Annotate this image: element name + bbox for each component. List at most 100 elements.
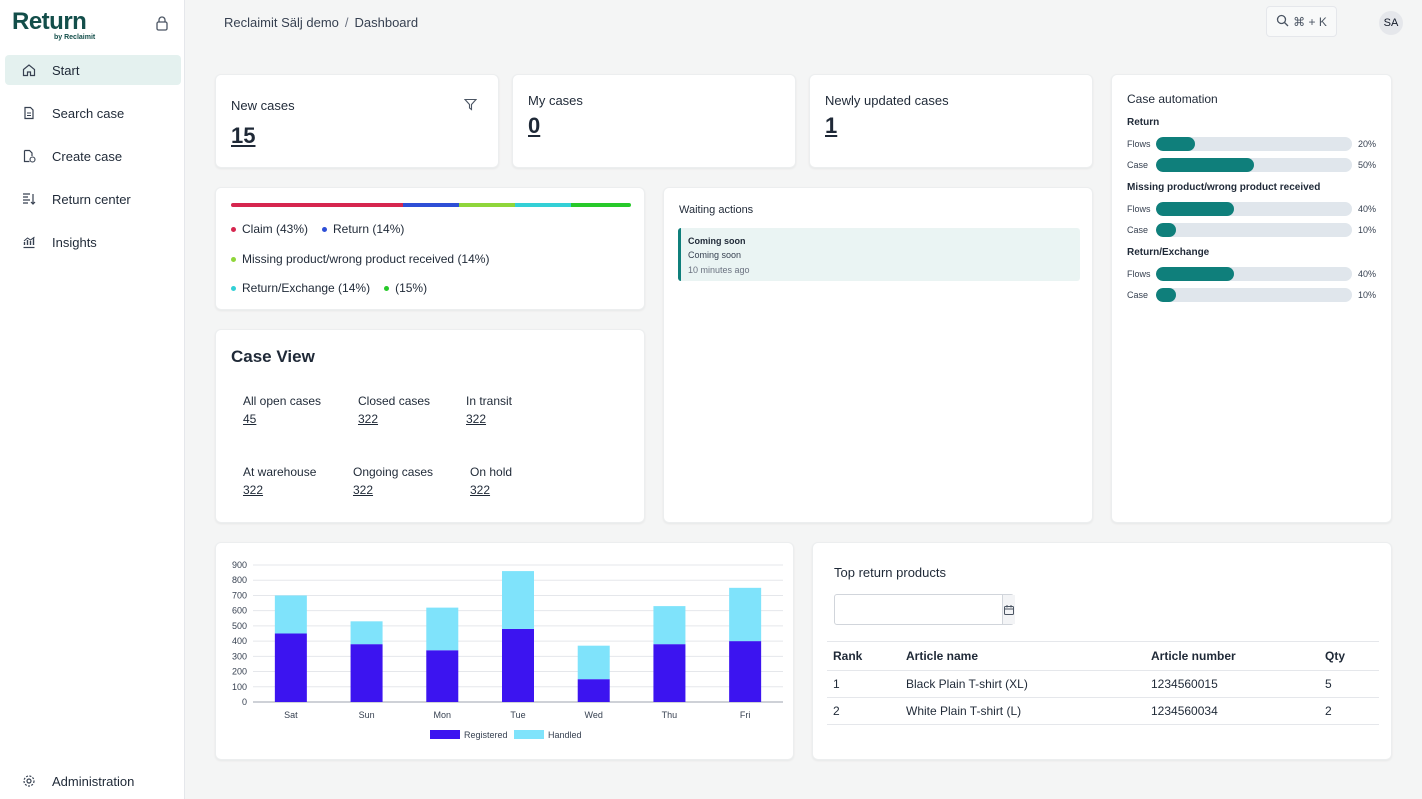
legend-dot: [322, 226, 328, 232]
stat-value[interactable]: 322: [353, 483, 374, 497]
cell-rank: 1: [827, 670, 900, 698]
automation-progress-fill: [1156, 288, 1176, 302]
legend-label: Return/Exchange (14%): [242, 281, 371, 295]
y-tick-label: 0: [242, 697, 247, 707]
my-cases-value[interactable]: 0: [528, 113, 541, 138]
legend-dot: [384, 285, 390, 291]
cell-rank: 2: [827, 697, 900, 725]
stat-label: At warehouse: [243, 465, 317, 479]
stat-in-transit[interactable]: In transit 322: [466, 394, 512, 426]
logo[interactable]: Return by Reclaimit: [12, 10, 112, 44]
avatar[interactable]: SA: [1379, 11, 1403, 35]
sidebar-item-start[interactable]: Start: [5, 55, 181, 85]
y-tick-label: 600: [232, 606, 247, 616]
breadcrumb-separator: /: [344, 15, 349, 30]
bar-handled-sat: [274, 595, 307, 634]
breadcrumb-root[interactable]: Reclaimit Sälj demo: [224, 15, 339, 30]
chart-icon: [22, 235, 36, 249]
sidebar-item-label: Start: [52, 62, 80, 78]
sidebar-item-label: Administration: [52, 773, 135, 789]
waiting-actions-card: Waiting actions Coming soon Coming soon …: [663, 187, 1093, 523]
bar-registered-sat: [274, 633, 307, 702]
automation-row-label: Case: [1127, 225, 1149, 235]
stat-value[interactable]: 45: [243, 412, 257, 426]
distribution-legend-row: Missing product/wrong product received (…: [231, 252, 489, 266]
stat-label: Ongoing cases: [353, 465, 434, 479]
automation-progress: [1156, 202, 1352, 216]
bar-handled-tue: [502, 571, 534, 629]
stat-value[interactable]: 322: [470, 483, 491, 497]
stat-closed[interactable]: Closed cases 322: [358, 394, 430, 426]
stat-on-hold[interactable]: On hold 322: [470, 465, 512, 497]
sidebar-item-search-case[interactable]: Search case: [5, 98, 181, 128]
filter-icon[interactable]: [463, 98, 478, 116]
y-tick-label: 900: [232, 560, 247, 570]
automation-row: Case 10%: [1127, 288, 1379, 302]
sidebar-item-insights[interactable]: Insights: [5, 227, 181, 257]
legend-dot: [231, 285, 236, 291]
sidebar-item-label: Search case: [52, 105, 125, 121]
legend-label-registered: Registered: [464, 730, 508, 740]
automation-progress: [1156, 137, 1352, 151]
cell-article-number: 1234560034: [1145, 697, 1319, 725]
stat-at-warehouse[interactable]: At warehouse 322: [243, 465, 316, 497]
sidebar-item-administration[interactable]: Administration: [5, 766, 181, 796]
legend-item-exchange[interactable]: Return/Exchange (14%): [231, 281, 370, 295]
bar-registered-tue: [502, 628, 534, 702]
stat-value[interactable]: 322: [243, 483, 264, 497]
legend-item-other[interactable]: (15%): [384, 281, 427, 295]
legend-dot: [231, 256, 236, 262]
y-tick-label: 200: [232, 667, 247, 677]
case-view-title: Case View: [231, 347, 315, 366]
distribution-segment-return: [403, 203, 459, 207]
distribution-bar: [231, 203, 631, 207]
new-cases-value[interactable]: 15: [231, 123, 256, 148]
bar-registered-sun: [350, 644, 383, 702]
automation-progress-fill: [1156, 158, 1254, 172]
stat-value[interactable]: 322: [466, 412, 487, 426]
waiting-action-item[interactable]: Coming soon Coming soon 10 minutes ago: [678, 228, 1080, 281]
cell-article-name: White Plain T-shirt (L): [900, 697, 1145, 725]
date-picker[interactable]: [834, 594, 1015, 625]
legend-swatch-registered: [430, 730, 460, 739]
waiting-item-text: Coming soon: [688, 250, 742, 260]
table-row[interactable]: 2 White Plain T-shirt (L) 1234560034 2: [827, 697, 1379, 725]
automation-pct: 10%: [1358, 225, 1377, 235]
top-products-table: Rank Article name Article number Qty 1 B…: [827, 641, 1379, 725]
automation-row: Case 10%: [1127, 223, 1379, 237]
my-cases-label: My cases: [528, 93, 583, 108]
logo-text: Return: [12, 8, 87, 35]
legend-item-claim[interactable]: Claim (43%): [231, 222, 308, 236]
column-header-rank[interactable]: Rank: [827, 641, 900, 671]
x-tick-label: Thu: [662, 710, 678, 720]
legend-item-missing[interactable]: Missing product/wrong product received (…: [231, 252, 489, 266]
search-button[interactable]: ⌘ + K: [1266, 6, 1337, 37]
sidebar-item-return-center[interactable]: Return center: [5, 184, 181, 214]
automation-progress-fill: [1156, 223, 1176, 237]
date-input[interactable]: [835, 595, 1002, 624]
sidebar-item-label: Insights: [52, 234, 97, 250]
sidebar-item-create-case[interactable]: Create case: [5, 141, 181, 171]
column-header-qty[interactable]: Qty: [1319, 641, 1379, 671]
stat-all-open[interactable]: All open cases 45: [243, 394, 321, 426]
legend-item-return[interactable]: Return (14%): [322, 222, 404, 236]
column-header-article-number[interactable]: Article number: [1145, 641, 1319, 671]
table-row[interactable]: 1 Black Plain T-shirt (XL) 1234560015 5: [827, 670, 1379, 698]
breadcrumb: Reclaimit Sälj demo / Dashboard: [224, 15, 418, 30]
x-tick-label: Fri: [740, 710, 751, 720]
lock-icon[interactable]: [154, 15, 170, 31]
stat-ongoing[interactable]: Ongoing cases 322: [353, 465, 433, 497]
calendar-icon[interactable]: [1002, 595, 1015, 624]
distribution-card: Claim (43%) Return (14%) Missing product…: [215, 187, 645, 310]
bar-handled-mon: [426, 607, 459, 651]
stat-label: All open cases: [243, 394, 322, 408]
automation-pct: 40%: [1358, 269, 1377, 279]
automation-progress-fill: [1156, 202, 1235, 216]
sidebar-item-label: Create case: [52, 148, 123, 164]
updated-cases-value[interactable]: 1: [825, 113, 838, 138]
automation-progress-fill: [1156, 137, 1196, 151]
logo-subtitle: by Reclaimit: [54, 34, 96, 41]
x-tick-label: Sat: [284, 710, 298, 720]
column-header-article-name[interactable]: Article name: [900, 641, 1145, 671]
stat-value[interactable]: 322: [358, 412, 379, 426]
